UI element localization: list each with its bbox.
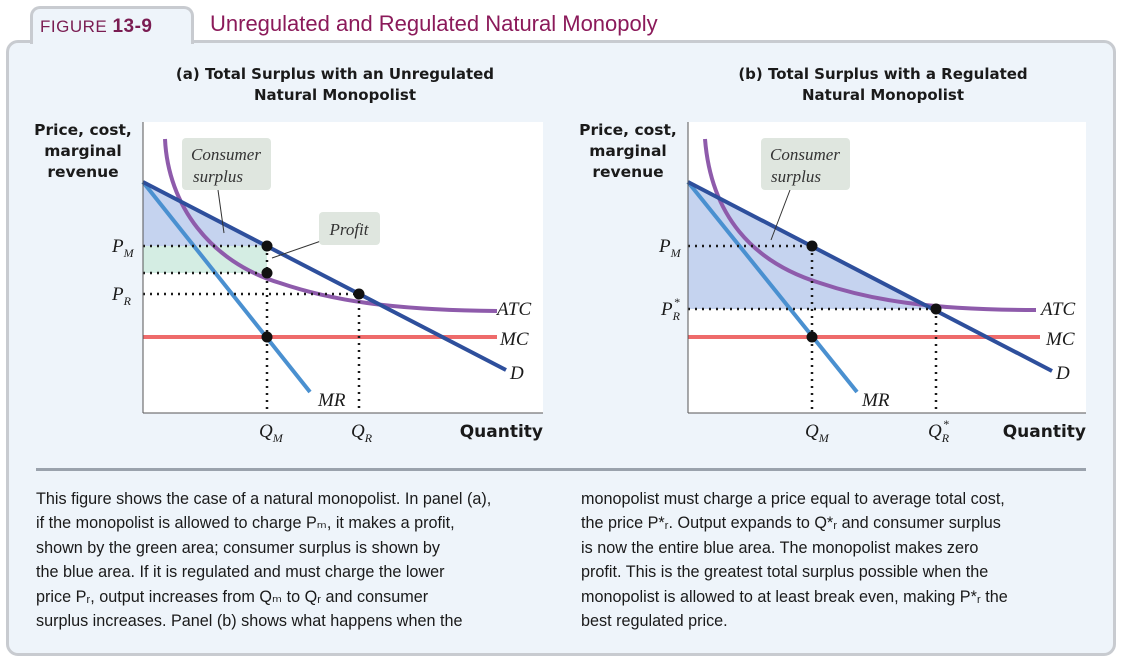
caption-right-line: the price P*ᵣ. Output expands to Q*ᵣ and… bbox=[581, 514, 1001, 533]
panel-a-point-pm bbox=[261, 240, 273, 252]
caption-right-line: best regulated price. bbox=[581, 612, 728, 631]
panel-b-mr-label: MR bbox=[861, 390, 890, 411]
panel-a-mr-label: MR bbox=[317, 390, 346, 411]
caption-left-line: surplus increases. Panel (b) shows what … bbox=[36, 612, 463, 631]
panel-a-atc-curve bbox=[163, 138, 498, 313]
panel-a-cs-leader bbox=[217, 189, 225, 234]
panel-b-atc-curve bbox=[703, 138, 1037, 312]
panel-a-point-pr bbox=[353, 288, 365, 300]
panel-b-mr-curve bbox=[686, 180, 859, 394]
panel-b-atc-label: ATC bbox=[1039, 299, 1075, 320]
panel-a-atc-label: ATC bbox=[495, 299, 531, 320]
panel-b-cs-callout-line2: surplus bbox=[771, 167, 821, 186]
panel-a-qr-label: QR bbox=[351, 421, 373, 445]
panel-a-pm-label: PM bbox=[111, 236, 135, 260]
panel-b-point-pr bbox=[930, 303, 942, 315]
panel-b-title: (b) Total Surplus with a Regulated Natur… bbox=[738, 65, 1028, 104]
panel-a-x-axis-label: Quantity bbox=[460, 422, 543, 442]
figure-label: FIGURE 13-9 bbox=[40, 16, 153, 37]
caption-right-line: monopolist must charge a price equal to … bbox=[581, 490, 1005, 508]
panel-b-demand-curve bbox=[687, 180, 1053, 373]
caption-right-line: is now the entire blue area. The monopol… bbox=[581, 538, 979, 557]
panel-a-cs-callout-line2: surplus bbox=[193, 167, 243, 186]
panel-a-profit-callout: Profit bbox=[328, 220, 369, 239]
figure-tab bbox=[30, 6, 194, 44]
panel-b-qm-label: QM bbox=[805, 421, 830, 445]
panel-a-d-label: D bbox=[509, 363, 524, 384]
caption-divider bbox=[36, 468, 1086, 471]
panel-b-pr-label: P* R bbox=[660, 295, 681, 323]
panel-a-pr-label: PR bbox=[111, 284, 132, 308]
caption-left-line: shown by the green area; consumer surplu… bbox=[36, 538, 440, 557]
panel-b-y-axis-label: Price, cost, marginal revenue bbox=[579, 121, 677, 181]
panel-a-qm-label: QM bbox=[259, 421, 284, 445]
panel-a-mc-label: MC bbox=[499, 329, 529, 350]
panel-a-profit-callout-box bbox=[319, 212, 380, 245]
panel-a-demand-curve bbox=[142, 180, 507, 372]
caption-left: This figure shows the case of a natural … bbox=[36, 487, 556, 633]
panel-a-mr-curve bbox=[141, 180, 312, 394]
caption-right-line: profit. This is the greatest total surpl… bbox=[581, 563, 989, 582]
panel-a-title: (a) Total Surplus with an Unregulated Na… bbox=[175, 65, 495, 104]
panel-a-cs-callout-box bbox=[182, 138, 271, 190]
panel-a-point-mc-qm bbox=[261, 331, 273, 343]
panel-b-cs-leader bbox=[770, 189, 791, 241]
caption-left-line: price Pᵣ, output increases from Qₘ to Qᵣ… bbox=[36, 587, 429, 606]
panel-b-cs-callout-line1: Consumer bbox=[770, 145, 840, 164]
caption-right: monopolist must charge a price equal to … bbox=[581, 487, 1101, 633]
panel-a-cs-callout-line1: Consumer bbox=[191, 145, 261, 164]
caption-left-line: the blue area. If it is regulated and mu… bbox=[36, 563, 445, 582]
panel-a-y-axis-label: Price, cost, marginal revenue bbox=[34, 121, 132, 181]
panel-b-d-label: D bbox=[1055, 363, 1070, 384]
caption-left-line: if the monopolist is allowed to charge P… bbox=[36, 514, 455, 533]
figure-title: Unregulated and Regulated Natural Monopo… bbox=[210, 11, 658, 36]
panel-b-cs-callout-box bbox=[761, 138, 850, 190]
panel-b-x-axis-label: Quantity bbox=[1003, 422, 1086, 442]
panel-b-pm-label: PM bbox=[658, 236, 682, 260]
caption-right-line: monopolist is allowed to at least break … bbox=[581, 587, 1008, 606]
panel-b-mc-label: MC bbox=[1045, 329, 1075, 350]
panel-a-point-atc-qm bbox=[261, 267, 273, 279]
caption-left-line: This figure shows the case of a natural … bbox=[36, 490, 492, 508]
panel-b-point-mc-qm bbox=[806, 331, 818, 343]
panel-b-point-pm bbox=[806, 240, 818, 252]
panel-a-profit-leader bbox=[271, 240, 322, 259]
panel-b-qr-label: Q* R bbox=[928, 417, 950, 445]
